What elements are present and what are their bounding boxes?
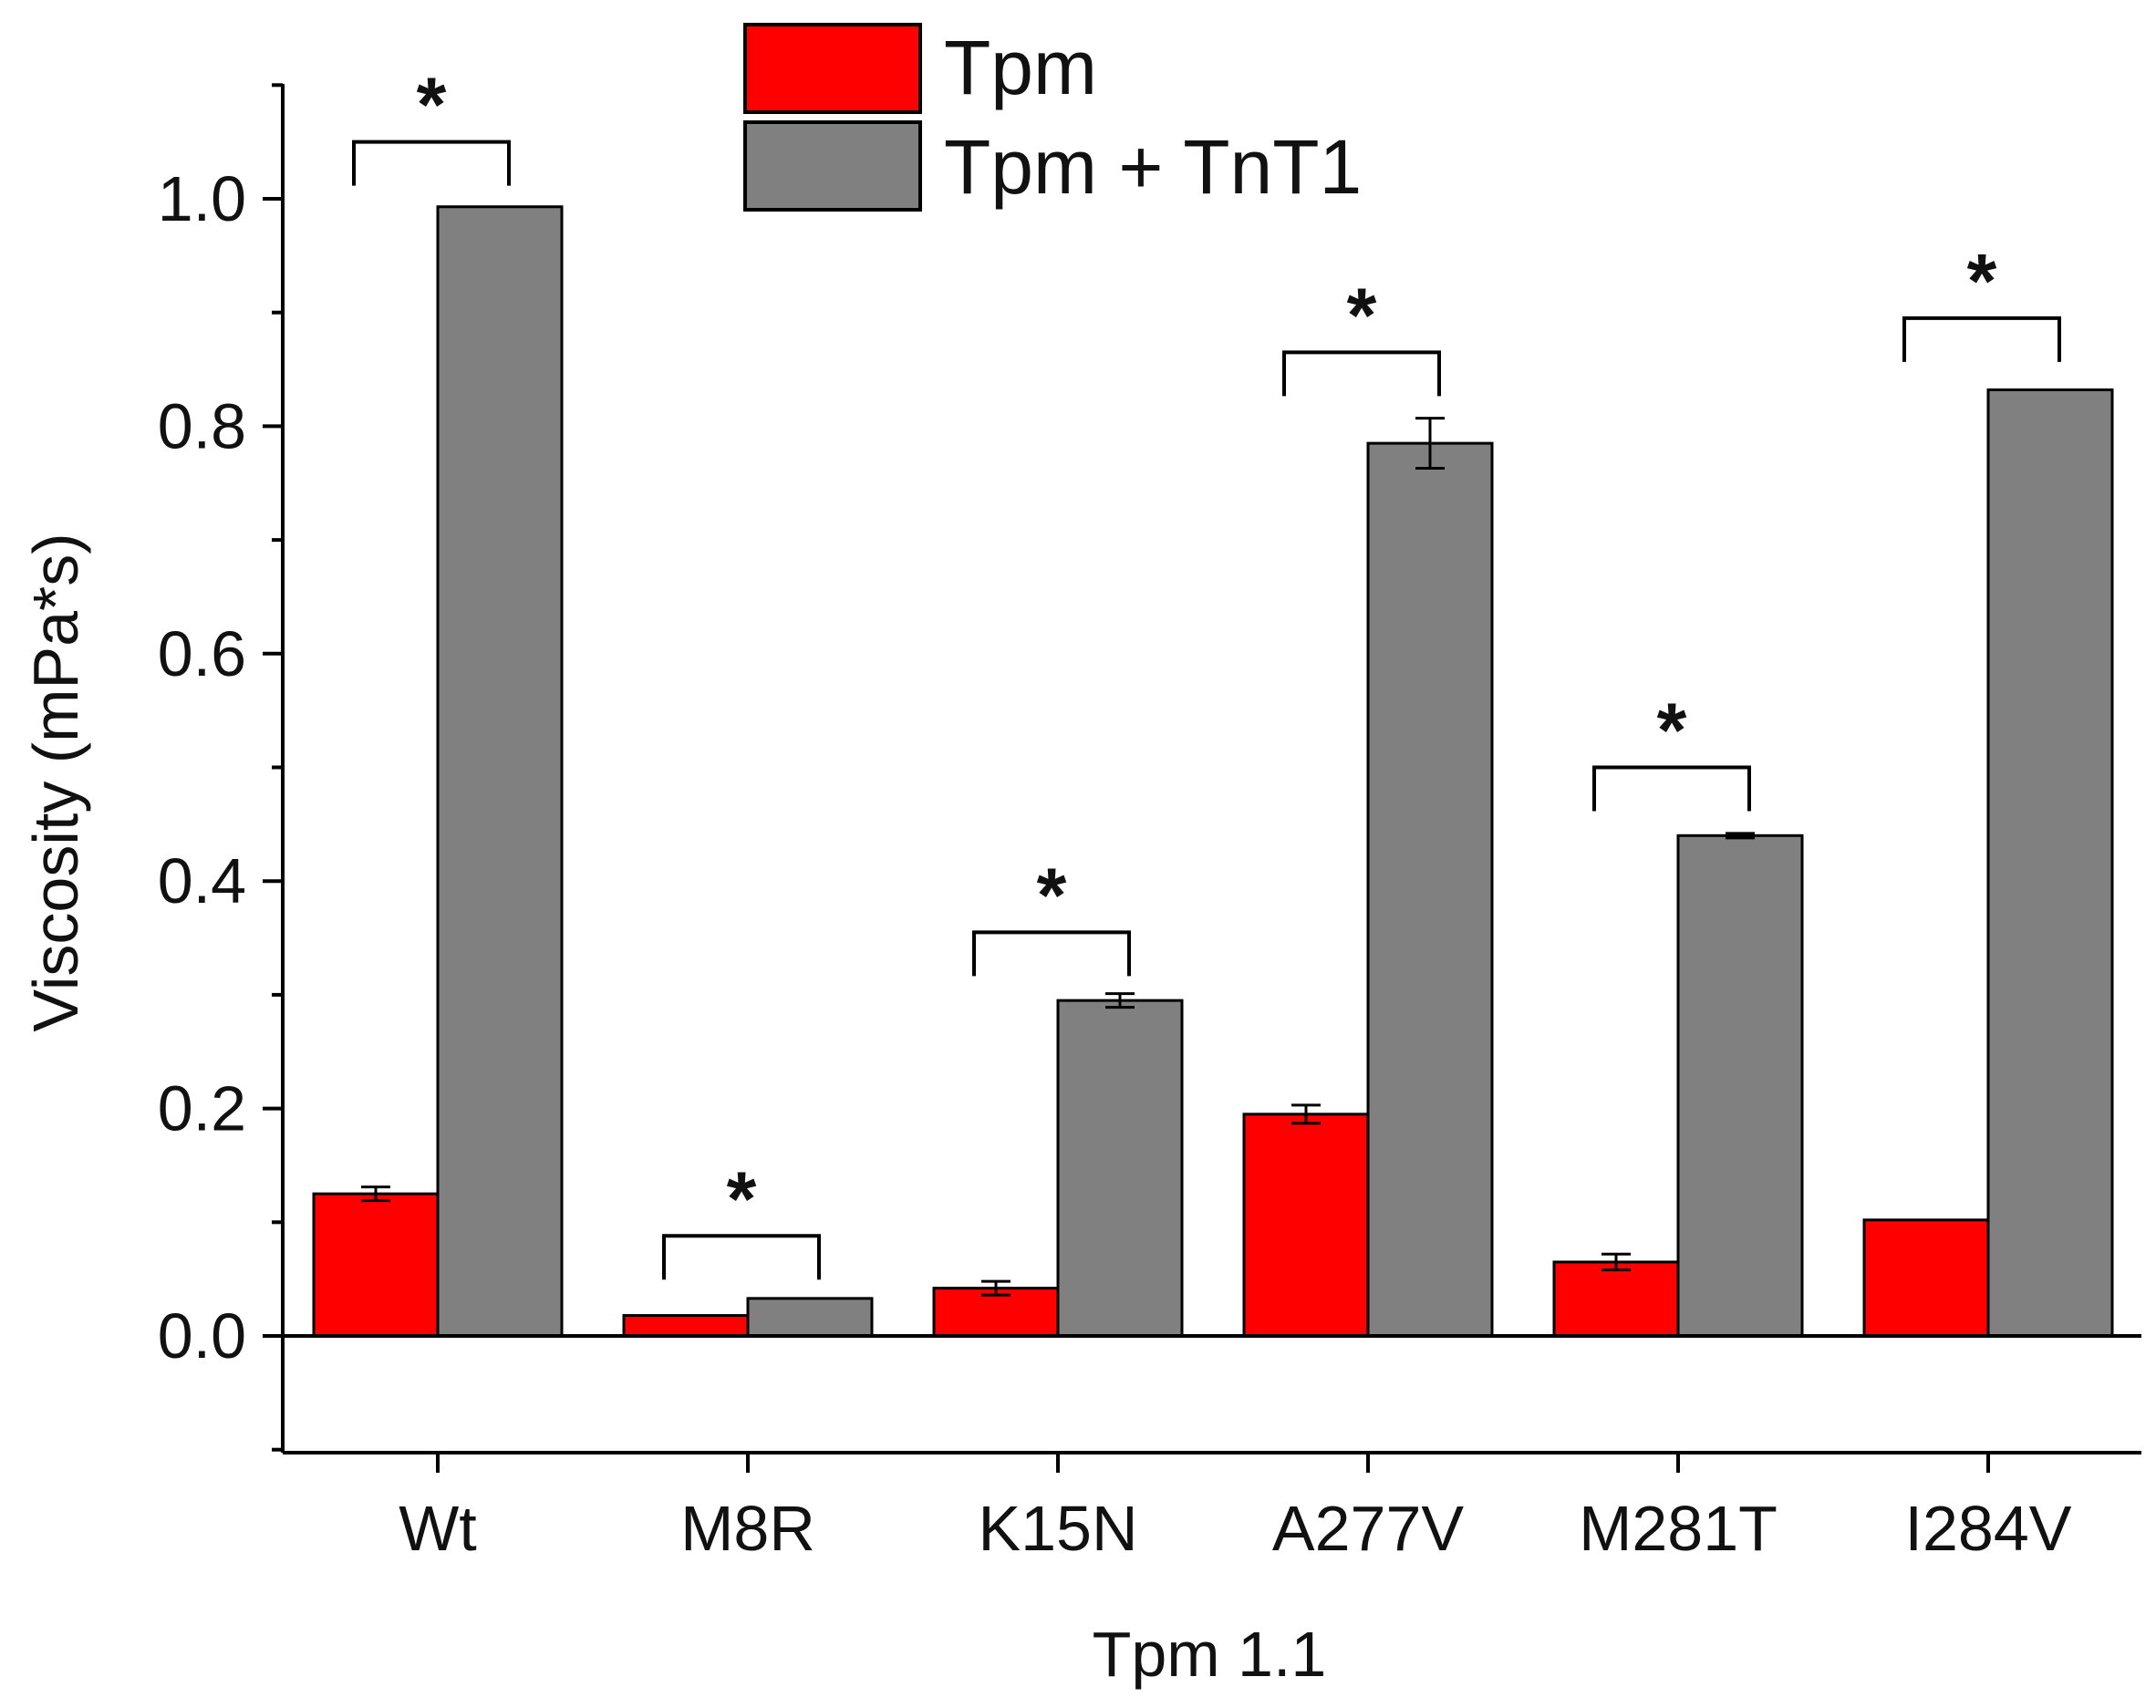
x-tick-label-wt: Wt (399, 1493, 477, 1564)
bar-tpm-wt (312, 1192, 440, 1338)
error-bar-tpm-k15n (981, 1279, 1011, 1297)
significance-bracket-i284v: * (1902, 238, 2061, 362)
bar-tpm-m281t (1552, 1260, 1680, 1338)
significance-bracket-m281t: * (1592, 688, 1751, 812)
y-tick-label: 0.8 (158, 390, 246, 461)
legend-label-tpm: Tpm (944, 25, 1097, 110)
bars-layer (312, 205, 2114, 1338)
error-bar-tpm-tnt1-k15n (1105, 992, 1135, 1009)
legend-swatch-tpm-tnt1 (743, 120, 922, 212)
significance-star-wt: * (417, 62, 447, 148)
legend-label-tpm-tnt1: Tpm + TnT1 (944, 124, 1362, 210)
x-tick-label-m8r: M8R (680, 1493, 815, 1564)
x-tick-label-a277v: A277V (1272, 1493, 1464, 1564)
significance-star-k15n: * (1037, 852, 1067, 937)
y-tick-label: 0.4 (158, 845, 246, 916)
significance-bracket-a277v: * (1282, 272, 1441, 397)
significance-bracket-m8r: * (662, 1155, 821, 1280)
y-tick-label: 0.0 (158, 1300, 246, 1372)
y-ticks: 0.0 0.2 0.4 0.6 0.8 1.0 (158, 83, 283, 1452)
significance-star-m281t: * (1657, 688, 1687, 773)
significance-bracket-k15n: * (972, 852, 1131, 977)
bar-tpm-tnt1-wt (436, 205, 564, 1338)
significance-star-m8r: * (727, 1155, 757, 1241)
y-axis-title: Viscosity (mPa*s) (20, 533, 91, 1031)
x-tick-label-m281t: M281T (1579, 1493, 1778, 1564)
x-tick-label-i284v: I284V (1905, 1493, 2072, 1564)
bar-tpm-a277v (1242, 1113, 1370, 1338)
bar-tpm-tnt1-i284v (1986, 388, 2114, 1338)
x-ticks: Wt M8R K15N A277V M281T I284V (399, 1453, 2072, 1564)
x-axis-title: Tpm 1.1 (1093, 1619, 1327, 1690)
error-bar-tpm-tnt1-a277v (1415, 417, 1445, 471)
significance-star-a277v: * (1347, 272, 1377, 357)
y-tick-label: 0.2 (158, 1073, 246, 1144)
y-tick-label: 1.0 (158, 163, 246, 234)
significance-bracket-wt: * (352, 62, 511, 186)
error-bar-tpm-m281t (1601, 1252, 1631, 1272)
y-tick-label: 0.6 (158, 618, 246, 689)
error-bar-tpm-tnt1-m281t (1726, 832, 1755, 840)
legend: Tpm Tpm + TnT1 (743, 23, 1362, 212)
bar-tpm-m8r (622, 1314, 750, 1338)
error-bar-tpm-wt (361, 1185, 390, 1203)
significance-layer: * * * * * * (352, 62, 2061, 1280)
significance-star-i284v: * (1967, 238, 1997, 324)
x-tick-label-k15n: K15N (978, 1493, 1137, 1564)
bar-tpm-tnt1-a277v (1366, 441, 1494, 1338)
error-bars-layer (361, 417, 1755, 1297)
error-bar-tpm-a277v (1291, 1103, 1321, 1125)
legend-swatch-tpm (743, 23, 922, 114)
bar-tpm-tnt1-m281t (1676, 833, 1804, 1338)
bar-tpm-tnt1-k15n (1056, 999, 1184, 1338)
bar-tpm-i284v (1862, 1218, 1990, 1338)
bar-tpm-tnt1-m8r (746, 1297, 874, 1338)
